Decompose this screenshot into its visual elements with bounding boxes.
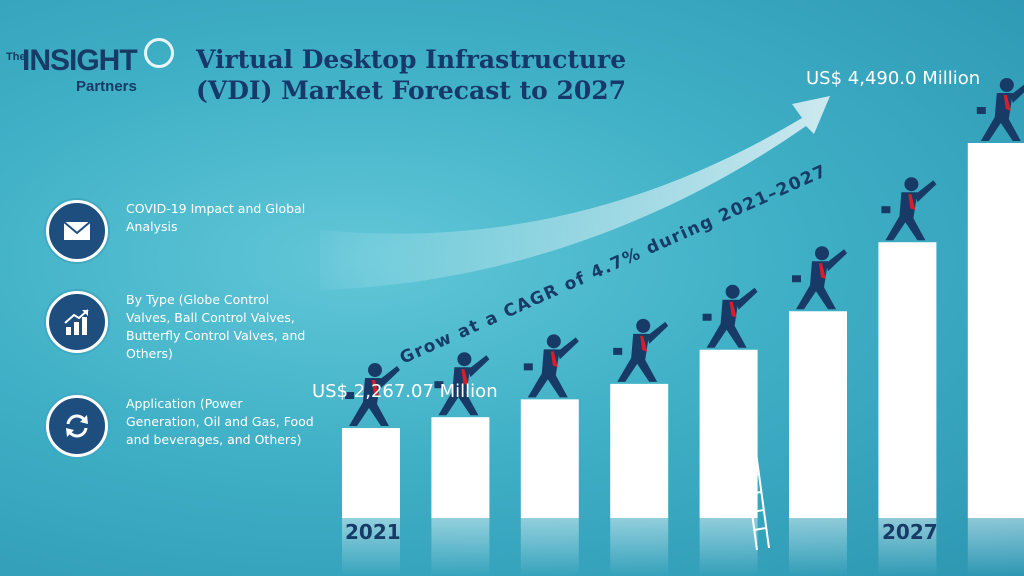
feature-text: By Type (Globe Control Valves, Ball Cont…	[126, 292, 306, 361]
feature-text: Application (Power Generation, Oil and G…	[126, 396, 314, 447]
tick-label-2021: 2021	[345, 520, 401, 544]
bar-7	[878, 242, 937, 518]
start-value-label: US$ 2,267.07 Million	[312, 381, 498, 402]
page-title: Virtual Desktop Infrastructure (VDI) Mar…	[196, 45, 627, 105]
business-person-figure	[345, 363, 400, 427]
end-value-label: US$ 4,490.0 Million	[806, 68, 981, 89]
bar-reflection	[967, 518, 1024, 576]
bar-reflection	[789, 518, 847, 576]
growth-chart-icon	[46, 291, 108, 353]
bar-3	[520, 399, 579, 518]
tick-label-2027: 2027	[882, 520, 938, 544]
ladder	[739, 422, 770, 551]
business-person-figure	[613, 318, 669, 382]
feature-by-type: By Type (Globe Control Valves, Ball Cont…	[46, 291, 346, 371]
feature-text: COVID-19 Impact and Global Analysis	[126, 201, 306, 234]
refresh-arrows-icon	[46, 395, 108, 457]
bar-8	[967, 143, 1024, 518]
logo-insight: INSIGHT	[22, 44, 138, 77]
logo-the: The	[6, 51, 26, 63]
bar-6	[789, 311, 847, 518]
bar-1	[342, 428, 400, 518]
business-person-figure	[976, 78, 1024, 141]
logo-partners: Partners	[76, 78, 137, 95]
business-person-figure	[881, 177, 937, 241]
bar-4	[610, 383, 669, 518]
business-person-figure	[434, 352, 490, 416]
business-person-figure	[792, 246, 847, 310]
envelope-icon	[46, 200, 108, 262]
bar-reflection	[431, 518, 490, 576]
growth-arrow	[320, 96, 830, 290]
bar-reflection	[610, 518, 669, 576]
feature-covid-impact: COVID-19 Impact and Global Analysis	[46, 200, 346, 280]
magnifier-icon	[144, 38, 174, 68]
bar-2	[431, 417, 490, 518]
business-person-figure	[523, 334, 579, 398]
the-insight-partners-logo: The INSIGHT Partners	[6, 38, 176, 100]
bar-reflection	[520, 518, 579, 576]
business-person-figure	[702, 284, 758, 348]
bar-reflection	[699, 518, 758, 576]
bar-reflection	[342, 518, 400, 576]
bar-reflection	[878, 518, 937, 576]
feature-application: Application (Power Generation, Oil and G…	[46, 395, 346, 475]
